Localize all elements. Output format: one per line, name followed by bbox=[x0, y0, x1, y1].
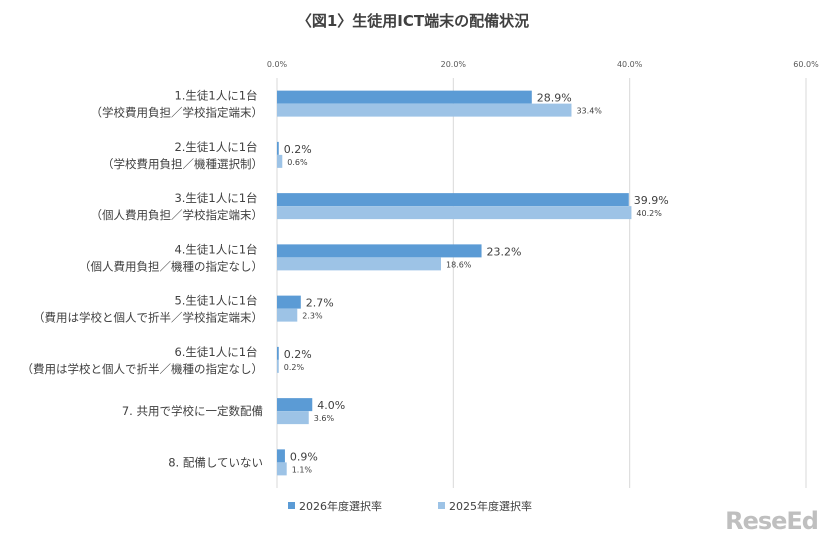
x-tick-label: 20.0% bbox=[441, 60, 467, 69]
bar bbox=[277, 462, 287, 476]
x-tick-label: 40.0% bbox=[617, 60, 643, 69]
data-label: 0.2% bbox=[284, 143, 312, 156]
bar bbox=[277, 346, 279, 360]
data-label: 28.9% bbox=[537, 92, 572, 105]
bar bbox=[277, 411, 309, 425]
data-label: 3.6% bbox=[314, 414, 335, 423]
bar bbox=[277, 90, 532, 104]
bar bbox=[277, 141, 279, 155]
data-label: 2.7% bbox=[306, 297, 334, 310]
bar bbox=[277, 154, 283, 168]
data-label: 1.1% bbox=[292, 465, 313, 474]
category-label: （費用は学校と個人で折半／学校指定端末） bbox=[33, 311, 263, 325]
bar bbox=[277, 206, 632, 220]
data-label: 4.0% bbox=[317, 399, 345, 412]
legend-label: 2026年度選択率 bbox=[299, 499, 382, 513]
bar bbox=[277, 295, 301, 309]
data-label: 0.9% bbox=[290, 450, 318, 463]
category-label: （学校費用負担／学校指定端末） bbox=[91, 106, 264, 120]
data-label: 0.2% bbox=[284, 348, 312, 361]
category-label: （学校費用負担／機種選択制） bbox=[102, 157, 263, 171]
category-label: 3.生徒1人に1台 bbox=[174, 191, 257, 205]
category-label: （個人費用負担／学校指定端末） bbox=[91, 208, 264, 222]
bar bbox=[277, 244, 482, 258]
category-label: 1.生徒1人に1台 bbox=[174, 89, 257, 103]
data-label: 0.2% bbox=[284, 363, 305, 372]
category-label: 4.生徒1人に1台 bbox=[174, 242, 257, 256]
bar bbox=[277, 193, 629, 207]
x-tick-label: 0.0% bbox=[267, 60, 288, 69]
category-label: （個人費用負担／機種の指定なし） bbox=[79, 259, 263, 273]
chart-title: 〈図1〉生徒用ICT端末の配備状況 bbox=[296, 12, 530, 30]
legend-swatch bbox=[288, 502, 295, 509]
data-label: 39.9% bbox=[634, 194, 669, 207]
category-label: 2.生徒1人に1台 bbox=[174, 140, 257, 154]
legend-label: 2025年度選択率 bbox=[449, 499, 532, 513]
category-label: 8. 配備していない bbox=[168, 455, 263, 469]
category-label: （費用は学校と個人で折半／機種の指定なし） bbox=[22, 362, 264, 376]
data-label: 40.2% bbox=[636, 209, 662, 218]
category-label: 6.生徒1人に1台 bbox=[174, 345, 257, 359]
category-label: 5.生徒1人に1台 bbox=[174, 294, 257, 308]
bar bbox=[277, 449, 285, 463]
data-label: 33.4% bbox=[576, 107, 602, 116]
bar bbox=[277, 398, 313, 412]
data-label: 23.2% bbox=[487, 245, 522, 258]
data-label: 2.3% bbox=[302, 312, 323, 321]
data-label: 0.6% bbox=[287, 158, 308, 167]
data-label: 18.6% bbox=[446, 260, 472, 269]
category-label: 7. 共用で学校に一定数配備 bbox=[122, 404, 263, 418]
logo: ReseEd bbox=[725, 507, 819, 535]
x-tick-label: 60.0% bbox=[793, 60, 819, 69]
bar bbox=[277, 103, 572, 117]
bar bbox=[277, 308, 298, 322]
bar bbox=[277, 257, 441, 271]
bar bbox=[277, 359, 279, 373]
legend-swatch bbox=[438, 502, 445, 509]
